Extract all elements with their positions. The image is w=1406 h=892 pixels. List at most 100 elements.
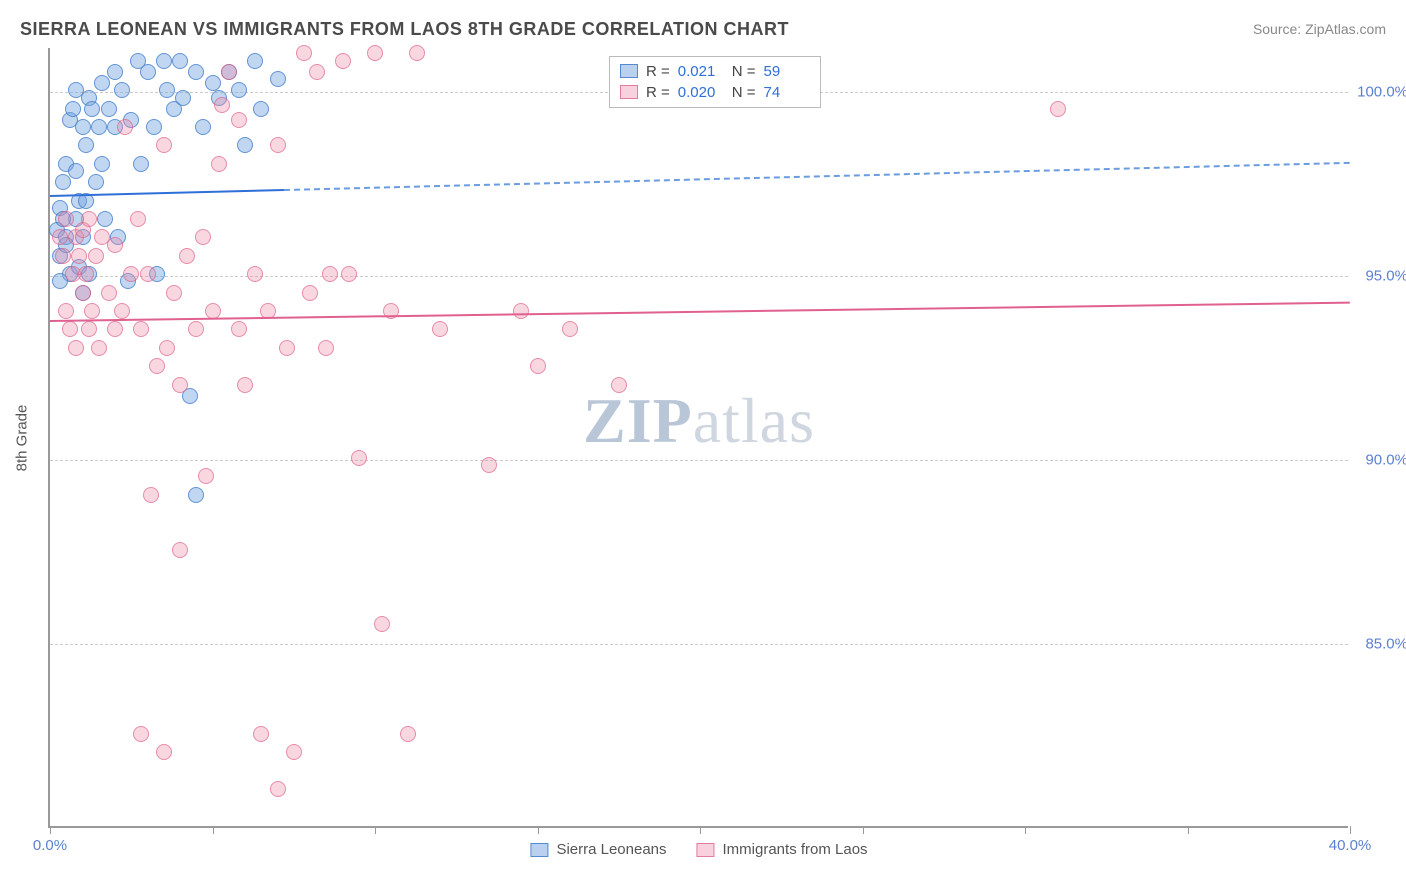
data-point <box>62 321 78 337</box>
x-tick-label: 40.0% <box>1329 837 1372 854</box>
data-point <box>205 303 221 319</box>
x-tick <box>1350 826 1351 834</box>
data-point <box>335 53 351 69</box>
series-legend-item: Sierra Leoneans <box>530 841 666 858</box>
data-point <box>133 726 149 742</box>
series-name: Immigrants from Laos <box>723 841 868 858</box>
data-point <box>172 53 188 69</box>
legend-swatch <box>620 85 638 99</box>
data-point <box>409 45 425 61</box>
stat-n-value: 74 <box>764 84 810 101</box>
data-point <box>58 211 74 227</box>
series-legend: Sierra Leoneans Immigrants from Laos <box>530 841 867 858</box>
data-point <box>156 744 172 760</box>
data-point <box>481 457 497 473</box>
data-point <box>175 90 191 106</box>
data-point <box>101 285 117 301</box>
data-point <box>75 119 91 135</box>
data-point <box>84 303 100 319</box>
data-point <box>107 321 123 337</box>
data-point <box>156 53 172 69</box>
data-point <box>156 137 172 153</box>
watermark: ZIPatlas <box>583 384 815 458</box>
y-tick-label: 90.0% <box>1353 452 1406 469</box>
chart-title: SIERRA LEONEAN VS IMMIGRANTS FROM LAOS 8… <box>20 19 789 40</box>
data-point <box>68 163 84 179</box>
data-point <box>279 340 295 356</box>
data-point <box>140 266 156 282</box>
data-point <box>172 377 188 393</box>
data-point <box>247 53 263 69</box>
data-point <box>94 156 110 172</box>
data-point <box>322 266 338 282</box>
data-point <box>188 321 204 337</box>
data-point <box>211 156 227 172</box>
data-point <box>91 119 107 135</box>
data-point <box>172 542 188 558</box>
gridline <box>50 460 1348 461</box>
data-point <box>68 340 84 356</box>
stat-r-value: 0.021 <box>678 63 724 80</box>
data-point <box>84 101 100 117</box>
data-point <box>318 340 334 356</box>
data-point <box>97 211 113 227</box>
data-point <box>159 340 175 356</box>
y-axis-label: 8th Grade <box>14 405 31 472</box>
data-point <box>1050 101 1066 117</box>
data-point <box>270 137 286 153</box>
data-point <box>367 45 383 61</box>
data-point <box>81 321 97 337</box>
data-point <box>88 174 104 190</box>
trend-line <box>50 189 284 197</box>
x-tick <box>700 826 701 834</box>
data-point <box>146 119 162 135</box>
stat-r-value: 0.020 <box>678 84 724 101</box>
data-point <box>78 266 94 282</box>
data-point <box>166 285 182 301</box>
stat-r-label: R = <box>646 84 670 101</box>
x-tick <box>538 826 539 834</box>
data-point <box>81 211 97 227</box>
data-point <box>58 303 74 319</box>
stat-r-label: R = <box>646 63 670 80</box>
x-tick <box>1188 826 1189 834</box>
stat-n-label: N = <box>732 84 756 101</box>
data-point <box>221 64 237 80</box>
data-point <box>214 97 230 113</box>
x-tick <box>375 826 376 834</box>
data-point <box>143 487 159 503</box>
trend-line <box>50 302 1350 322</box>
data-point <box>94 75 110 91</box>
x-tick-label: 0.0% <box>33 837 67 854</box>
data-point <box>205 75 221 91</box>
data-point <box>107 64 123 80</box>
data-point <box>117 119 133 135</box>
series-legend-item: Immigrants from Laos <box>697 841 868 858</box>
data-point <box>101 101 117 117</box>
data-point <box>400 726 416 742</box>
data-point <box>114 82 130 98</box>
data-point <box>71 248 87 264</box>
data-point <box>195 229 211 245</box>
data-point <box>253 101 269 117</box>
legend-swatch <box>530 843 548 857</box>
data-point <box>55 248 71 264</box>
gridline <box>50 276 1348 277</box>
data-point <box>611 377 627 393</box>
x-tick <box>863 826 864 834</box>
data-point <box>65 101 81 117</box>
x-tick <box>1025 826 1026 834</box>
source-label: Source: ZipAtlas.com <box>1253 21 1386 37</box>
data-point <box>231 112 247 128</box>
data-point <box>247 266 263 282</box>
data-point <box>341 266 357 282</box>
data-point <box>231 321 247 337</box>
trend-line <box>284 162 1350 191</box>
data-point <box>309 64 325 80</box>
data-point <box>114 303 130 319</box>
data-point <box>296 45 312 61</box>
gridline <box>50 644 1348 645</box>
x-tick <box>50 826 51 834</box>
data-point <box>107 237 123 253</box>
data-point <box>432 321 448 337</box>
